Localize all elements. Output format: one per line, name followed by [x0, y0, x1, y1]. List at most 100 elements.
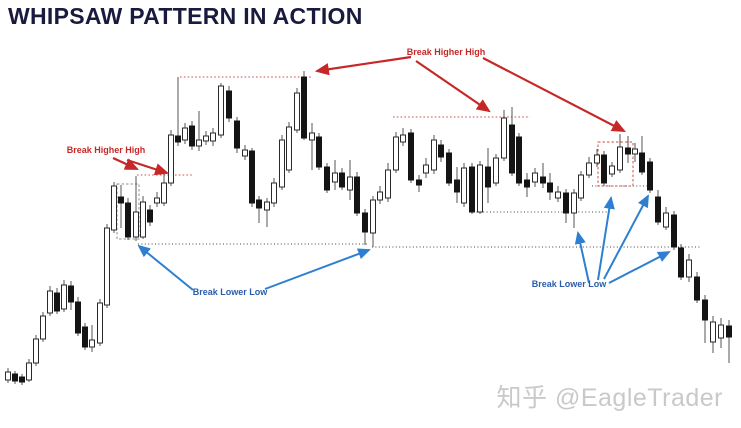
bearish-candle-body [189, 125, 195, 147]
bullish-candle-body [286, 126, 292, 171]
bullish-candle-body [242, 149, 248, 157]
bullish-candle-body [461, 167, 467, 204]
bullish-candle-body [501, 117, 507, 159]
bearish-candle-body [702, 299, 708, 321]
bearish-candle-body [125, 202, 131, 238]
bearish-candle-body [454, 179, 460, 193]
annotation-arrow [415, 60, 491, 113]
bullish-candle-body [33, 338, 39, 364]
bullish-candle-body [279, 139, 285, 188]
break-lower-low-right-label: Break Lower Low [532, 279, 608, 289]
bullish-candle-body [718, 324, 724, 339]
bullish-candle-body [309, 132, 315, 141]
bearish-candle-body [540, 176, 546, 184]
bullish-candle-body [609, 165, 615, 175]
bullish-candle-body [431, 139, 437, 171]
bearish-candle-body [726, 325, 732, 338]
bullish-candle-body [686, 259, 692, 278]
bearish-candle-body [671, 214, 677, 248]
bullish-candle-body [26, 362, 32, 381]
bullish-candle-body [104, 227, 110, 306]
bearish-candle-body [12, 373, 18, 382]
annotation-arrow [574, 231, 590, 284]
bullish-candle-body [196, 139, 202, 147]
bullish-candle-body [264, 201, 270, 211]
annotation-arrow [112, 157, 139, 170]
bullish-candle-body [47, 290, 53, 314]
bullish-candle-body [294, 92, 300, 131]
bearish-candle-body [563, 192, 569, 214]
annotation-arrow [137, 244, 194, 291]
bullish-candle-body [385, 169, 391, 199]
bearish-candle-body [446, 152, 452, 184]
bullish-candle-body [632, 148, 638, 155]
bullish-candle-body [5, 371, 11, 381]
bearish-candle-body [249, 150, 255, 204]
bullish-candle-body [423, 164, 429, 174]
annotation-arrow [603, 194, 649, 280]
bullish-candle-body [182, 127, 188, 141]
bearish-candle-body [19, 376, 25, 383]
candles [5, 71, 732, 385]
break-lower-low-left-label: Break Lower Low [193, 287, 269, 297]
bearish-candle-body [316, 136, 322, 168]
bearish-candle-body [469, 166, 475, 213]
bearish-candle-body [509, 124, 515, 174]
bullish-candle-body [493, 157, 499, 184]
bullish-candle-body [140, 201, 146, 238]
bullish-candle-body [377, 191, 383, 201]
bullish-candle-body [154, 197, 160, 204]
bearish-candle-body [601, 154, 607, 184]
bearish-candle-body [655, 196, 661, 223]
bearish-candle-body [226, 90, 232, 119]
bearish-candle-body [339, 172, 345, 188]
bullish-candle-body [370, 199, 376, 234]
bearish-candle-body [416, 179, 422, 186]
bearish-candle-body [547, 182, 553, 193]
bullish-candle-body [111, 185, 117, 231]
bullish-candle-body [477, 164, 483, 213]
annotation-arrow [608, 251, 671, 284]
bullish-candle-body [133, 211, 139, 238]
bullish-candle-body [532, 172, 538, 183]
bearish-candle-body [175, 135, 181, 143]
annotation-arrow [482, 57, 626, 133]
watermark: 知乎 @EagleTrader [496, 384, 723, 412]
bearish-candle-body [147, 209, 153, 223]
bearish-candle-body [438, 144, 444, 158]
bullish-candle-body [203, 135, 209, 142]
bullish-candle-body [578, 174, 584, 199]
annotation-arrow [314, 55, 412, 76]
bullish-candle-body [710, 321, 716, 343]
bullish-candle-body [40, 315, 46, 340]
annotation-arrow [264, 248, 371, 290]
bearish-candle-body [324, 166, 330, 191]
annotation-arrow [597, 196, 615, 281]
bullish-candle-body [586, 162, 592, 176]
bearish-candle-body [639, 152, 645, 173]
bullish-candle-body [332, 172, 338, 183]
page-title: WHIPSAW PATTERN IN ACTION [8, 3, 363, 29]
bearish-candle-body [82, 326, 88, 348]
bullish-candle-body [663, 212, 669, 228]
bearish-candle-body [625, 147, 631, 155]
pattern-box [597, 141, 634, 187]
bearish-candle-body [54, 292, 60, 312]
bearish-candle-body [75, 301, 81, 334]
bullish-candle-body [347, 176, 353, 191]
bullish-candle-body [161, 182, 167, 204]
bullish-candle-body [168, 134, 174, 184]
bullish-candle-body [594, 154, 600, 164]
bearish-candle-body [647, 161, 653, 191]
bearish-candle-body [234, 120, 240, 149]
bullish-candle-body [271, 182, 277, 204]
break-higher-high-top-label: Break Higher High [407, 47, 486, 57]
bullish-candle-body [393, 136, 399, 171]
bearish-candle-body [516, 136, 522, 184]
bullish-candle-body [97, 302, 103, 344]
bearish-candle-body [362, 212, 368, 233]
annotation-arrows [112, 55, 671, 291]
bullish-candle-body [89, 339, 95, 348]
